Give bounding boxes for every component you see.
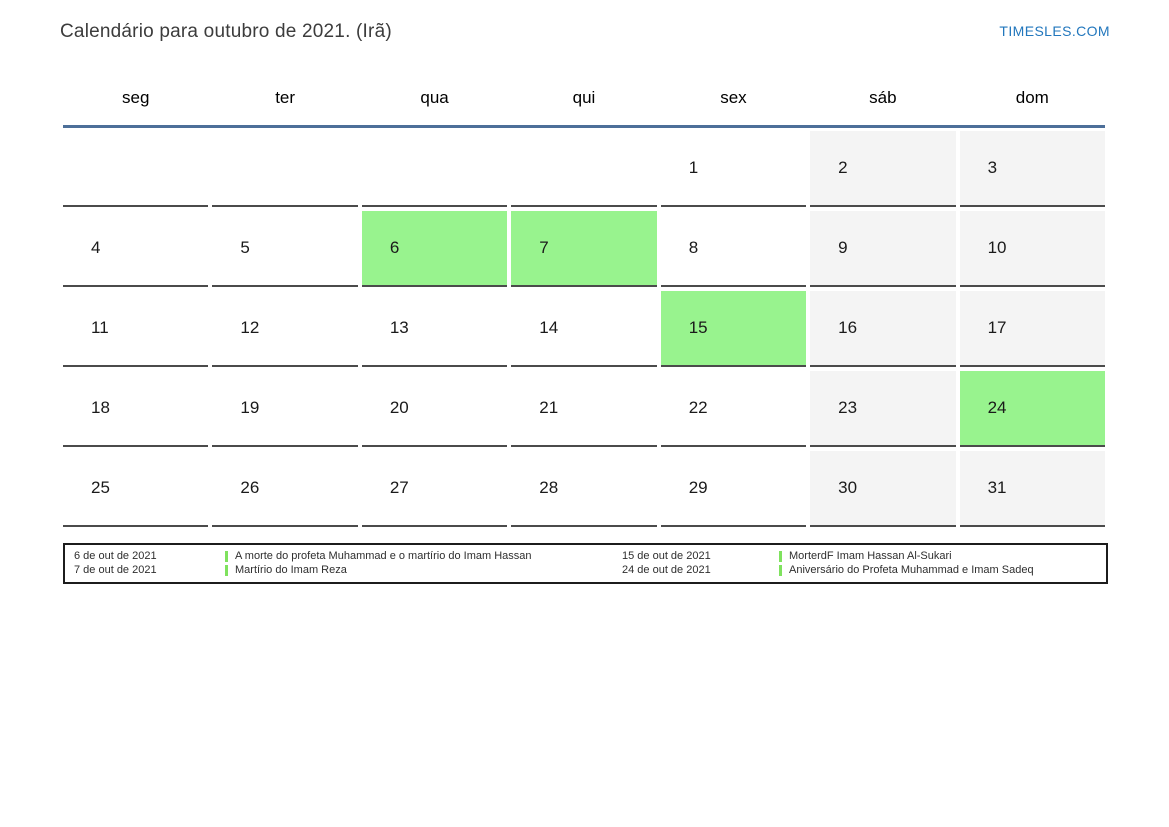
day-cell: 30 — [810, 451, 956, 527]
day-cell: 12 — [212, 291, 358, 367]
day-cell: 17 — [959, 291, 1105, 367]
legend-dates-column: 15 de out de 2021 24 de out de 2021 — [612, 550, 779, 582]
legend-group: 15 de out de 2021 24 de out de 2021 Morter… — [612, 550, 1106, 582]
weekday-header-sab: sáb — [869, 88, 897, 107]
legend-event-label: A morte do profeta Muhammad e o martírio… — [235, 550, 532, 562]
holiday-marker-icon — [225, 551, 228, 563]
legend-group: 6 de out de 2021 7 de out de 2021 A morte … — [65, 550, 612, 582]
empty-cell — [212, 131, 358, 207]
day-cell: 24 — [959, 371, 1105, 447]
topbar: Calendário para outubro de 2021. (Irã) T… — [0, 0, 1169, 43]
day-cell: 13 — [361, 291, 508, 367]
day-cell: 8 — [660, 211, 807, 287]
day-cell: 31 — [959, 451, 1105, 527]
legend-event: Martírio do Imam Reza — [225, 564, 612, 578]
day-cell: 11 — [63, 291, 209, 367]
day-cell: 7 — [511, 211, 657, 287]
day-cell: 6 — [361, 211, 508, 287]
legend-events-column: MorterdF Imam Hassan Al-Sukari Aniversári… — [779, 550, 1106, 582]
legend-event: A morte do profeta Muhammad e o martírio… — [225, 550, 612, 564]
holiday-marker-icon — [779, 564, 782, 576]
day-cell: 25 — [63, 451, 209, 527]
day-cell: 18 — [63, 371, 209, 447]
legend-event: Aniversário do Profeta Muhammad e Imam S… — [779, 564, 1106, 578]
legend-events-column: A morte do profeta Muhammad e o martírio… — [225, 550, 612, 582]
brand-link[interactable]: TIMESLES.COM — [999, 23, 1110, 39]
day-cell: 4 — [63, 211, 209, 287]
legend-box: 6 de out de 2021 7 de out de 2021 A morte … — [63, 543, 1108, 584]
day-cell: 1 — [660, 131, 807, 207]
legend-event-label: Martírio do Imam Reza — [235, 563, 347, 576]
weekday-header-sex: sex — [720, 88, 747, 107]
empty-cell — [63, 131, 209, 207]
calendar-grid: 1 2 3 4 5 6 7 8 9 10 11 12 13 14 15 16 17 18 19 20 21 22 23 24 2… — [63, 131, 1105, 527]
day-cell: 19 — [212, 371, 358, 447]
day-cell: 14 — [511, 291, 657, 367]
day-cell: 22 — [660, 371, 807, 447]
legend-date: 15 de out de 2021 — [622, 550, 711, 562]
day-cell: 5 — [212, 211, 358, 287]
day-cell: 28 — [511, 451, 657, 527]
day-cell: 9 — [810, 211, 956, 287]
day-cell: 10 — [959, 211, 1105, 287]
day-cell: 16 — [810, 291, 956, 367]
empty-cell — [361, 131, 508, 207]
calendar: seg ter qua qui sex sáb dom 1 2 3 4 5 6 7 8 9 10 1… — [63, 88, 1105, 527]
legend-date: 6 de out de 2021 — [74, 550, 157, 562]
holiday-marker-icon — [779, 551, 782, 563]
day-cell: 23 — [810, 371, 956, 447]
day-cell: 29 — [660, 451, 807, 527]
weekday-header-qua: qua — [420, 88, 449, 107]
day-cell: 20 — [361, 371, 508, 447]
weekday-header-row: seg ter qua qui sex sáb dom — [63, 88, 1105, 128]
holiday-marker-icon — [225, 564, 228, 576]
day-cell: 15 — [660, 291, 807, 367]
weekday-header-qui: qui — [572, 88, 596, 107]
legend-date: 7 de out de 2021 — [74, 563, 157, 576]
day-cell: 2 — [810, 131, 956, 207]
page-title: Calendário para outubro de 2021. (Irã) — [60, 21, 392, 42]
day-cell: 27 — [361, 451, 508, 527]
day-cell: 3 — [959, 131, 1105, 207]
legend-date: 24 de out de 2021 — [622, 563, 711, 576]
weekday-header-seg: seg — [122, 88, 150, 107]
weekday-header-ter: ter — [275, 88, 296, 107]
empty-cell — [511, 131, 657, 207]
legend-event-label: Aniversário do Profeta Muhammad e Imam S… — [789, 563, 1034, 576]
day-cell: 26 — [212, 451, 358, 527]
legend-dates-column: 6 de out de 2021 7 de out de 2021 — [65, 550, 225, 582]
legend-event-label: MorterdF Imam Hassan Al-Sukari — [789, 550, 952, 562]
legend-event: MorterdF Imam Hassan Al-Sukari — [779, 550, 1106, 564]
weekday-header-dom: dom — [1015, 88, 1049, 107]
day-cell: 21 — [511, 371, 657, 447]
